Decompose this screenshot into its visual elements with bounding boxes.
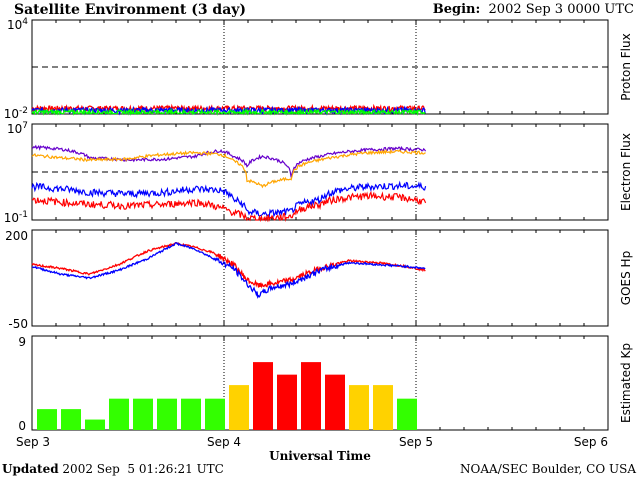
kp-bar	[229, 385, 249, 430]
kp-ytick-top: 9	[18, 335, 26, 349]
kp-bar	[109, 398, 129, 430]
kp-bar	[133, 398, 153, 430]
electron-series-orange	[31, 148, 426, 189]
electron-series-blue	[31, 180, 427, 219]
kp-bar	[37, 409, 57, 430]
begin-value: 2002 Sep 3 0000 UTC	[488, 2, 634, 17]
panel-frame-2	[31, 229, 609, 327]
electron-ytick-bottom: 10-1	[4, 210, 28, 225]
kp-bar	[181, 398, 201, 430]
estimated-kp-label: Estimated Kp	[619, 343, 633, 423]
kp-bar	[205, 398, 225, 430]
kp-bar	[277, 374, 297, 430]
chart-title: Satellite Environment (3 day)	[14, 2, 247, 18]
kp-bar	[373, 385, 393, 430]
kp-bar	[85, 419, 105, 430]
electron-flux-label: Electron Flux	[619, 133, 633, 211]
begin-label: Begin:	[432, 2, 481, 17]
updated-label: Updated	[2, 462, 59, 476]
kp-bar	[61, 409, 81, 430]
kp-bar	[157, 398, 177, 430]
hp-ytick-bottom: -50	[8, 317, 28, 331]
proton-series-green	[31, 107, 426, 117]
electron-series-red	[31, 190, 427, 223]
proton-flux-label: Proton Flux	[619, 33, 633, 100]
hp-series-red	[31, 242, 426, 289]
x-tick-label: Sep 6	[574, 435, 608, 449]
kp-bar	[325, 374, 345, 430]
kp-bar	[349, 385, 369, 430]
proton-series-blue	[31, 105, 426, 116]
electron-series-purple	[31, 144, 427, 178]
proton-ytick-top: 104	[7, 17, 28, 32]
begin-time: Begin: 2002 Sep 3 0000 UTC	[433, 2, 634, 17]
kp-bar	[253, 362, 273, 430]
hp-ytick-top: 200	[5, 229, 28, 243]
kp-bar	[397, 398, 417, 430]
updated-value: 2002 Sep 5 01:26:21 UTC	[62, 462, 224, 476]
updated-timestamp: Updated 2002 Sep 5 01:26:21 UTC	[2, 462, 224, 476]
x-tick-label: Sep 5	[399, 435, 433, 449]
hp-series-blue	[31, 242, 426, 299]
proton-ytick-bottom: 10-2	[4, 106, 28, 121]
credit-text: NOAA/SEC Boulder, CO USA	[460, 462, 636, 476]
kp-ytick-bottom: 0	[18, 419, 26, 433]
x-axis-title: Universal Time	[269, 449, 371, 463]
panel-frame-0	[31, 19, 609, 115]
electron-ytick-top: 107	[7, 121, 28, 136]
x-tick-label: Sep 4	[207, 435, 241, 449]
x-tick-label: Sep 3	[16, 435, 50, 449]
goes-hp-label: GOES Hp	[619, 251, 633, 305]
kp-bar	[301, 362, 321, 430]
